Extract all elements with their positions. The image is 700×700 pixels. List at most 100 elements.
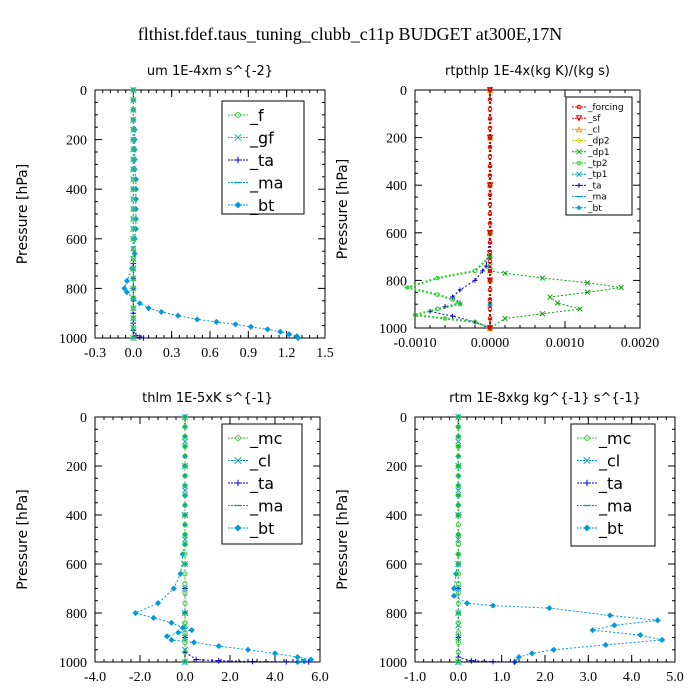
legend-marker — [234, 456, 242, 465]
data-point — [130, 166, 137, 173]
data-point — [130, 117, 136, 123]
x-tick-label: 4.0 — [623, 670, 641, 685]
data-point — [487, 220, 493, 226]
data-point — [455, 443, 461, 449]
legend-marker — [583, 479, 591, 487]
data-point — [182, 473, 188, 479]
y-axis-label: Pressure [hPa] — [335, 159, 351, 259]
data-point — [130, 334, 137, 342]
legend-entry-ma: _ma — [587, 193, 607, 203]
data-point — [181, 560, 189, 568]
legend-entry-ma: _ma — [598, 497, 632, 517]
x-tick-label: 2.0 — [221, 670, 239, 685]
data-point — [487, 253, 493, 260]
legend-marker — [234, 479, 242, 487]
y-tick-label: 1000 — [59, 332, 87, 347]
data-point — [174, 312, 182, 319]
data-point — [247, 323, 255, 330]
data-point — [455, 483, 461, 489]
y-tick-label: 200 — [386, 460, 407, 475]
data-point — [168, 636, 175, 644]
data-point — [577, 306, 583, 312]
data-point — [487, 201, 493, 207]
data-point — [175, 629, 182, 636]
data-point — [130, 186, 137, 193]
data-point — [487, 249, 493, 255]
data-point — [130, 305, 136, 311]
series-f-line — [130, 87, 136, 341]
data-point — [130, 225, 137, 233]
data-point — [130, 186, 136, 192]
data-point — [455, 561, 461, 567]
x-tick-label: -2.0 — [129, 670, 151, 685]
series-path — [123, 90, 299, 339]
data-point — [455, 620, 461, 626]
data-point — [194, 316, 201, 323]
data-point — [131, 250, 138, 257]
data-point — [130, 315, 136, 321]
x-tick-label: 0.0 — [125, 346, 143, 361]
data-point — [463, 600, 471, 607]
data-point — [130, 205, 137, 213]
data-point — [249, 658, 256, 665]
data-point — [455, 581, 461, 587]
x-tick-label: 0.6 — [201, 346, 219, 361]
axis-ticks — [414, 416, 676, 663]
data-point — [181, 536, 189, 543]
data-point — [487, 278, 493, 283]
data-point — [487, 154, 493, 159]
data-point — [130, 216, 136, 222]
data-point — [130, 87, 136, 93]
y-tick-label: 1000 — [59, 656, 87, 671]
data-point — [182, 492, 188, 498]
data-point — [286, 331, 293, 338]
x-tick-label: 0.9 — [240, 346, 258, 361]
legend: _forcing_sf_cl _dp2_dp1_tp2_tp1_ta _ma_bt — [565, 96, 633, 216]
data-point — [487, 144, 493, 150]
legend-entry-cl: _cl — [587, 125, 600, 135]
data-point — [182, 414, 188, 420]
data-point — [182, 639, 188, 646]
y-tick-label: 0 — [80, 411, 87, 426]
legend-entry-dp2: _dp2 — [587, 137, 610, 147]
data-point — [182, 630, 188, 636]
data-point — [487, 259, 493, 264]
series-ma-line — [487, 89, 493, 329]
legend-entry-sf: _sf — [587, 114, 601, 124]
data-point — [140, 335, 147, 341]
legend-entry-ta: _ta — [249, 474, 274, 494]
legend-marker — [584, 435, 590, 441]
data-point — [130, 275, 136, 282]
data-point — [182, 522, 188, 528]
data-point — [489, 602, 497, 609]
data-point — [130, 107, 136, 113]
data-point — [182, 434, 188, 440]
data-point — [455, 585, 462, 592]
data-point — [637, 631, 644, 639]
data-point — [547, 294, 553, 300]
y-tick-label: 600 — [66, 558, 87, 573]
data-point — [283, 658, 290, 665]
data-point — [182, 659, 188, 665]
data-point — [130, 285, 137, 292]
data-point — [130, 146, 136, 153]
legend-marker — [234, 156, 242, 164]
data-point — [244, 646, 252, 653]
data-point — [487, 182, 493, 188]
data-point — [487, 125, 493, 131]
series-mc-line — [455, 414, 461, 665]
data-point — [554, 300, 561, 306]
data-point — [130, 196, 136, 202]
data-point — [511, 659, 518, 665]
data-point — [264, 326, 271, 333]
legend-entry-ta: _ta — [587, 181, 602, 191]
data-point — [455, 414, 461, 420]
y-tick-label: 800 — [66, 282, 87, 297]
legend-marker — [234, 133, 242, 142]
data-point — [182, 551, 188, 557]
data-point — [232, 321, 239, 328]
chart-panel-3: thlm 1E-5xK s^{-1} Pressure [hPa] -4.0 -2.0… — [15, 391, 329, 685]
data-point — [455, 463, 461, 469]
series-ta-line — [455, 585, 518, 665]
data-point — [130, 106, 137, 113]
